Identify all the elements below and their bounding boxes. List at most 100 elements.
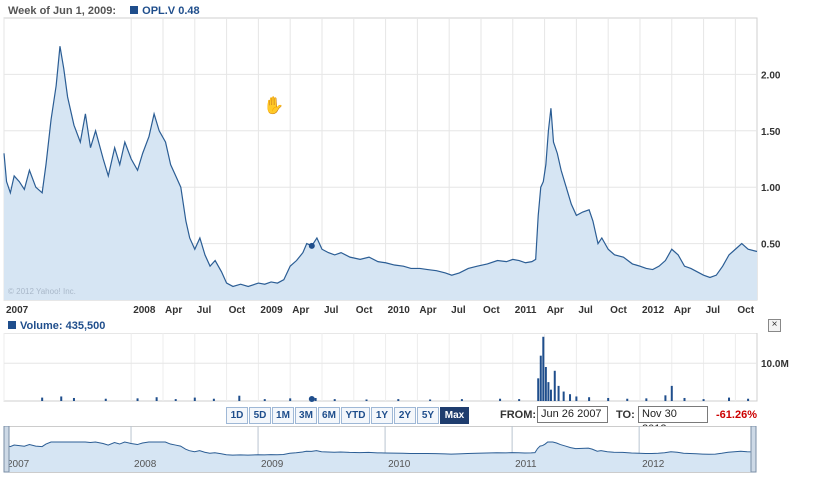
volume-bar bbox=[155, 397, 158, 401]
navigator-left-handle[interactable] bbox=[3, 426, 10, 473]
range-button-max[interactable]: Max bbox=[440, 407, 469, 424]
price-x-tick-label: 2011 bbox=[515, 305, 537, 316]
range-button-2y[interactable]: 2Y bbox=[394, 407, 416, 424]
range-button-ytd[interactable]: YTD bbox=[341, 407, 370, 424]
volume-bar bbox=[645, 398, 648, 401]
price-y-tick-label: 1.00 bbox=[761, 183, 781, 194]
volume-bar bbox=[537, 378, 540, 401]
range-navigator[interactable]: 2007 2008 2009 2010 2011 2012 bbox=[0, 426, 818, 476]
navigator-x-tick-label: 2011 bbox=[515, 459, 537, 470]
volume-bar bbox=[728, 397, 731, 401]
volume-bar bbox=[136, 398, 139, 401]
price-x-tick-label: Jul bbox=[324, 305, 339, 316]
volume-bar bbox=[263, 399, 266, 401]
volume-highlight-dot bbox=[308, 396, 315, 402]
volume-bar bbox=[562, 391, 565, 401]
price-x-tick-label: Apr bbox=[674, 305, 691, 316]
volume-bar bbox=[518, 399, 521, 401]
volume-bar bbox=[557, 385, 560, 401]
week-label: Week of Jun 1, 2009: bbox=[8, 5, 117, 17]
range-button-1d[interactable]: 1D bbox=[226, 407, 248, 424]
volume-bar bbox=[499, 398, 502, 401]
to-date-input[interactable]: Nov 30 2012 bbox=[638, 406, 708, 435]
volume-bar bbox=[289, 398, 292, 401]
price-x-tick-label: Apr bbox=[165, 305, 182, 316]
price-x-tick-label: 2009 bbox=[260, 305, 283, 316]
price-x-tick-label: Oct bbox=[229, 305, 246, 316]
price-x-tick-label: 2010 bbox=[388, 305, 411, 316]
range-button-5d[interactable]: 5D bbox=[249, 407, 271, 424]
volume-chart[interactable]: 10.0M bbox=[0, 333, 818, 403]
volume-bar bbox=[238, 395, 241, 401]
price-highlight-dot bbox=[308, 242, 315, 249]
price-x-tick-label: 2012 bbox=[642, 305, 665, 316]
range-button-6m[interactable]: 6M bbox=[318, 407, 340, 424]
navigator-x-tick-label: 2010 bbox=[388, 459, 411, 470]
volume-bar bbox=[575, 396, 578, 401]
volume-bar bbox=[588, 397, 591, 401]
volume-bar bbox=[397, 399, 400, 401]
price-x-tick-label: Oct bbox=[356, 305, 373, 316]
volume-bar bbox=[607, 397, 610, 401]
volume-bar bbox=[747, 398, 750, 401]
navigator-x-tick-label: 2009 bbox=[261, 459, 284, 470]
range-button-5y[interactable]: 5Y bbox=[417, 407, 439, 424]
volume-bar bbox=[314, 397, 317, 401]
copyright-watermark: © 2012 Yahoo! Inc. bbox=[8, 287, 76, 296]
volume-bar bbox=[104, 398, 107, 401]
volume-bar bbox=[670, 385, 673, 401]
range-button-1m[interactable]: 1M bbox=[272, 407, 294, 424]
price-x-tick-label: Jul bbox=[451, 305, 466, 316]
volume-bar bbox=[664, 395, 667, 401]
percent-change: -61.26% bbox=[716, 409, 757, 421]
range-button-3m[interactable]: 3M bbox=[295, 407, 317, 424]
price-y-tick-label: 0.50 bbox=[761, 240, 781, 251]
price-x-tick-label: Apr bbox=[547, 305, 564, 316]
price-x-tick-label: Jul bbox=[706, 305, 721, 316]
price-x-tick-label: Apr bbox=[419, 305, 436, 316]
volume-bar bbox=[333, 399, 336, 401]
volume-bar bbox=[569, 394, 572, 401]
price-x-tick-label: Oct bbox=[610, 305, 627, 316]
volume-y-tick-label: 10.0M bbox=[761, 359, 789, 370]
to-label: TO: bbox=[616, 409, 635, 421]
volume-swatch bbox=[8, 321, 16, 330]
volume-bar bbox=[542, 336, 545, 401]
volume-bar bbox=[553, 370, 556, 401]
volume-bar bbox=[683, 397, 686, 401]
volume-bar bbox=[547, 382, 550, 401]
volume-bar bbox=[429, 399, 432, 401]
volume-bar bbox=[193, 397, 196, 401]
volume-bar bbox=[60, 396, 63, 401]
volume-bar bbox=[212, 398, 215, 401]
navigator-line bbox=[3, 441, 757, 456]
price-line bbox=[3, 46, 758, 288]
price-x-tick-label: Oct bbox=[483, 305, 500, 316]
price-x-tick-label: Oct bbox=[737, 305, 754, 316]
volume-bar bbox=[460, 399, 463, 401]
price-x-tick-label: Apr bbox=[292, 305, 309, 316]
volume-header: Volume: 435,500 bbox=[8, 320, 105, 332]
navigator-area bbox=[4, 441, 756, 472]
volume-bar bbox=[174, 399, 177, 401]
price-x-tick-label: Jul bbox=[578, 305, 593, 316]
range-button-1y[interactable]: 1Y bbox=[371, 407, 393, 424]
hand-cursor-icon: ✋ bbox=[263, 96, 285, 115]
price-chart[interactable]: 0.50 1.00 1.50 2.00 2007 2008 Apr Jul Oct 2009 Ap… bbox=[0, 0, 818, 320]
volume-bar bbox=[626, 398, 629, 401]
navigator-right-handle[interactable] bbox=[750, 426, 757, 473]
series-swatch bbox=[130, 6, 139, 15]
volume-bar bbox=[539, 355, 542, 401]
navigator-x-tick-label: 2012 bbox=[642, 459, 665, 470]
symbol-label: OPL.V 0.48 bbox=[142, 5, 200, 17]
from-date-input[interactable]: Jun 26 2007 bbox=[537, 406, 608, 423]
volume-bar bbox=[365, 399, 368, 401]
price-x-tick-label: Jul bbox=[197, 305, 212, 316]
volume-plot-frame bbox=[3, 333, 758, 402]
close-volume-button[interactable]: × bbox=[768, 319, 781, 332]
chart-header: Week of Jun 1, 2009: OPL.V 0.48 bbox=[8, 5, 200, 17]
volume-bar bbox=[72, 397, 75, 401]
volume-bar bbox=[544, 367, 547, 401]
price-area-fill bbox=[4, 46, 757, 301]
volume-bar bbox=[41, 397, 44, 401]
